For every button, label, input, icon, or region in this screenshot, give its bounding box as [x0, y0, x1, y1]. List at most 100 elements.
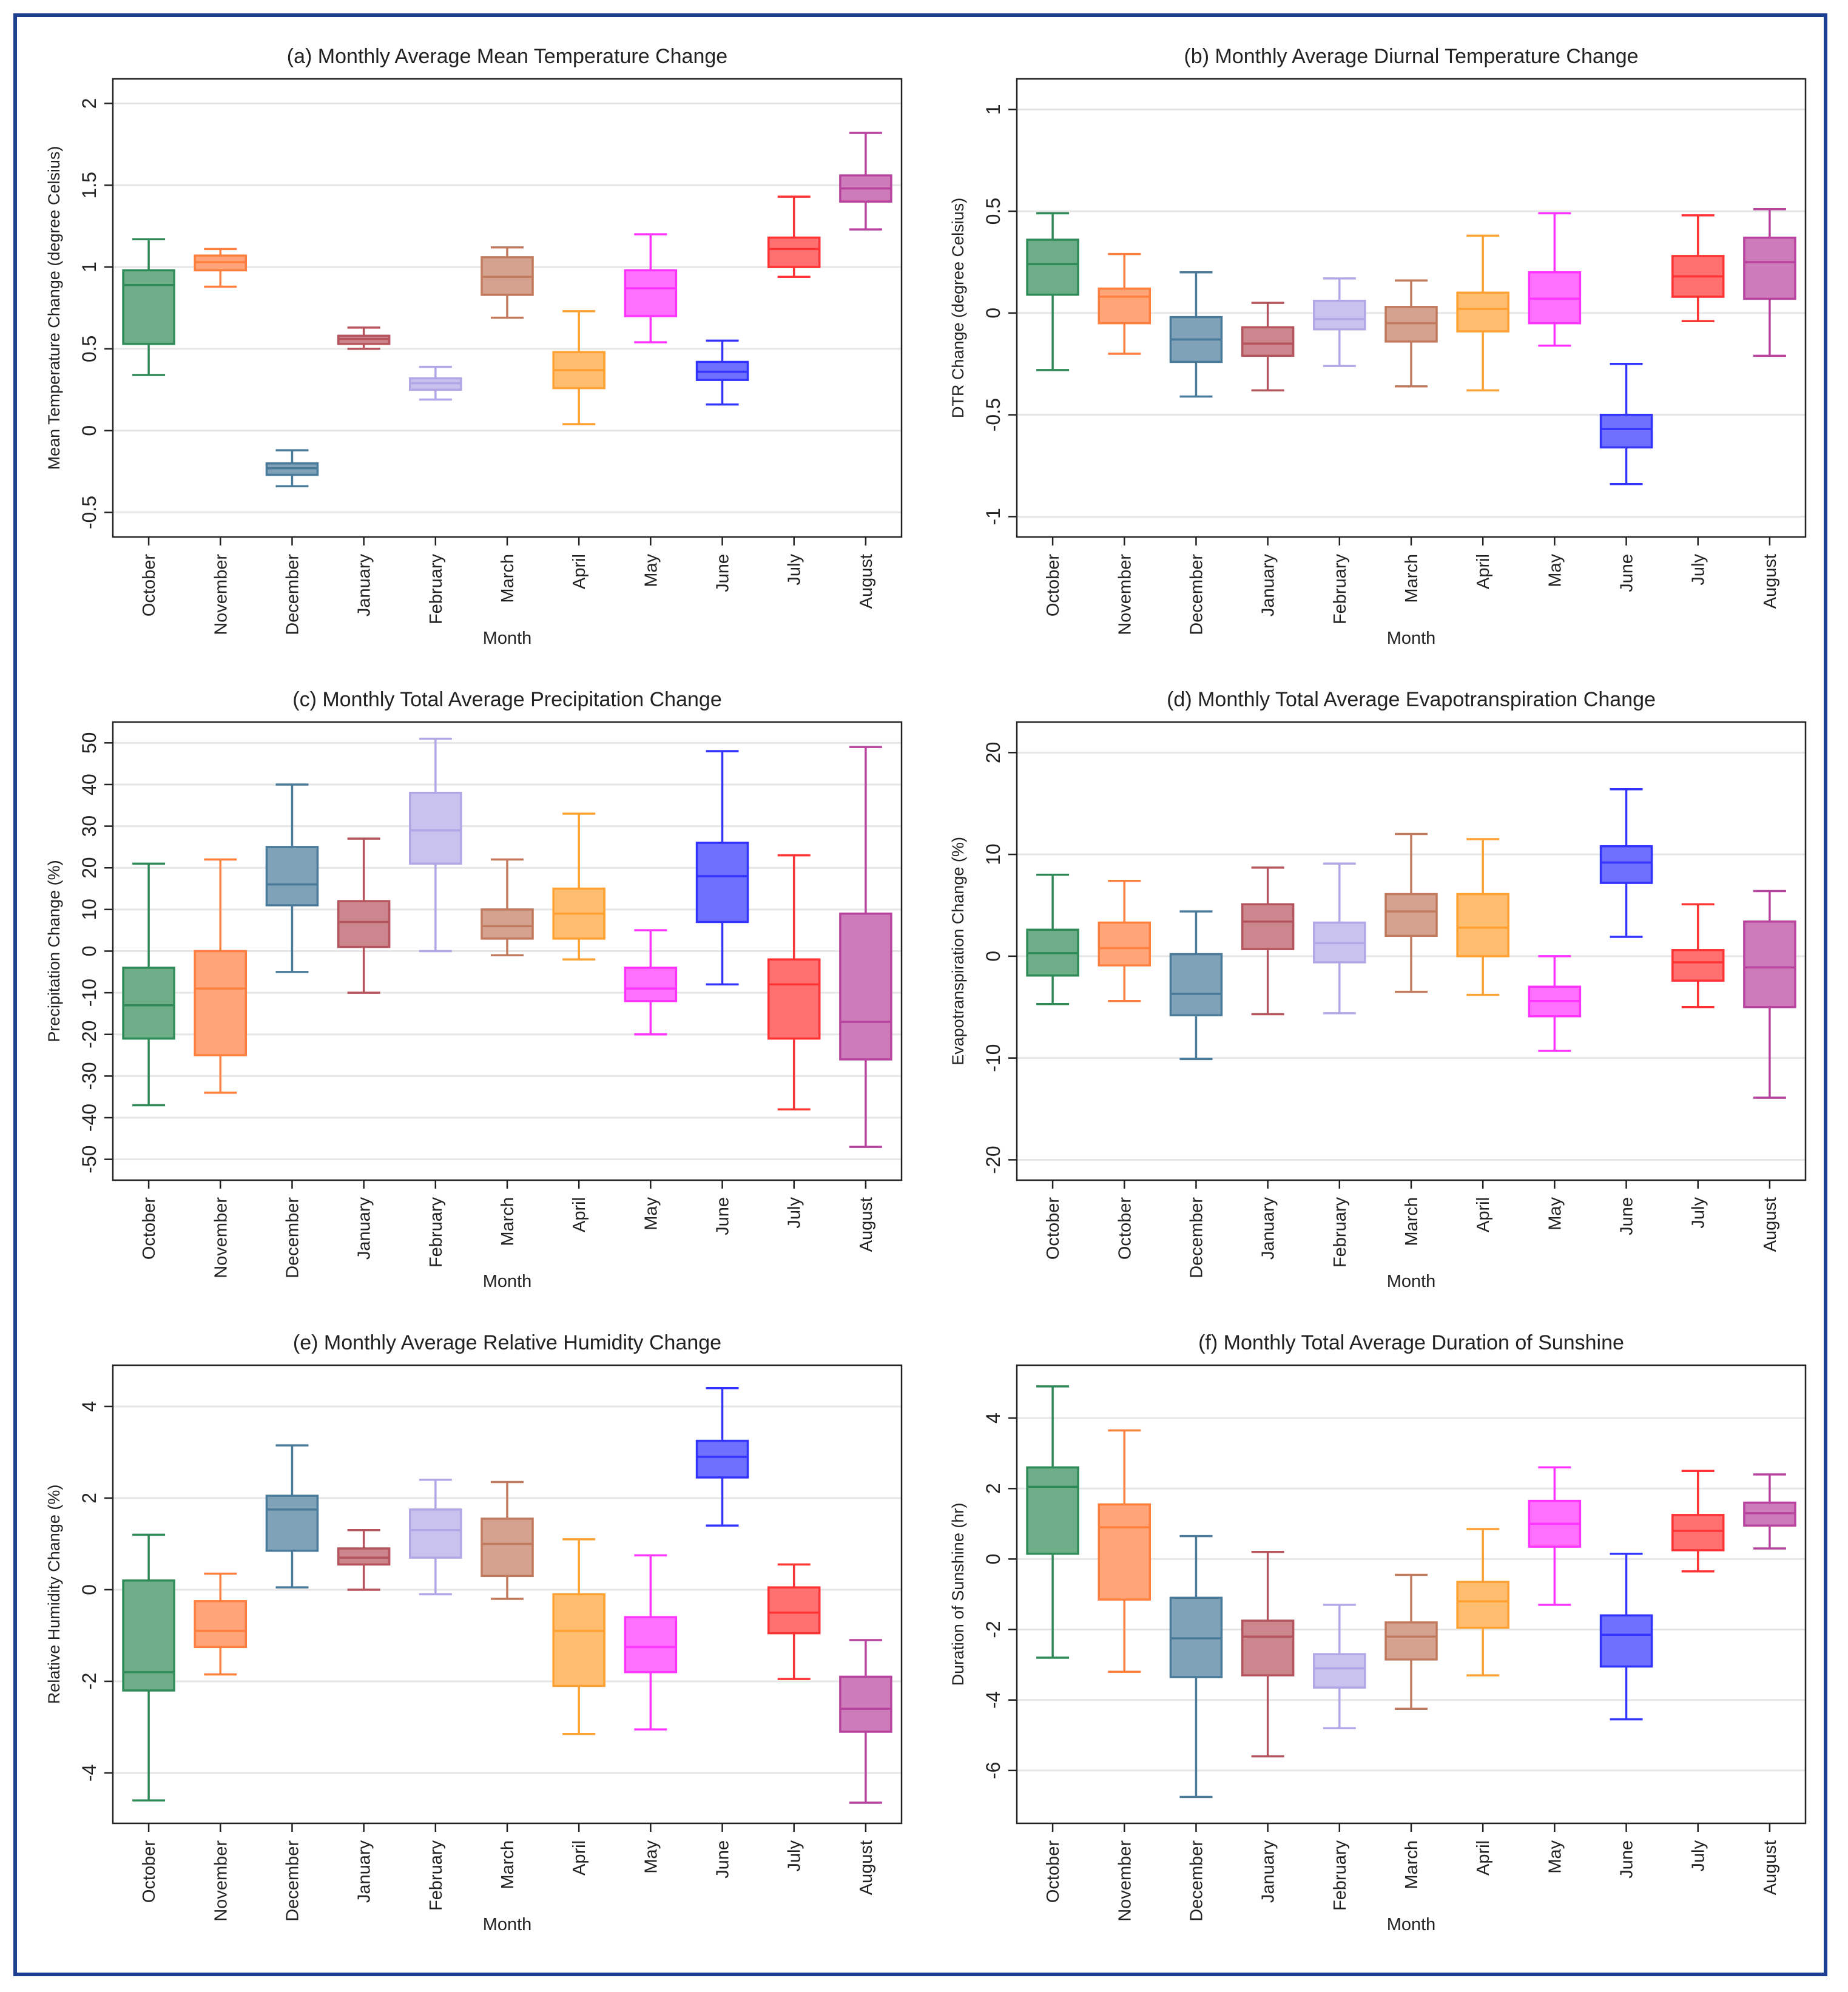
x-tick-label: April: [1474, 1840, 1493, 1876]
chart-title: (e) Monthly Average Relative Humidity Ch…: [293, 1331, 721, 1354]
x-tick-label: April: [570, 1197, 589, 1232]
x-tick-label: May: [1545, 1197, 1565, 1231]
box-5: [1384, 279, 1438, 388]
x-tick-label: July: [785, 1840, 804, 1872]
y-tick-label: 0: [982, 308, 1004, 319]
y-tick-label: 1: [78, 262, 100, 272]
box-7: [1528, 955, 1582, 1052]
box-0: [122, 1533, 175, 1801]
x-axis-label: Month: [483, 629, 532, 648]
box-iqr: [695, 1439, 749, 1479]
box-1: [1098, 879, 1152, 1002]
box-iqr: [1743, 236, 1796, 300]
box-iqr: [337, 1547, 391, 1566]
y-tick-label: -10: [982, 1044, 1004, 1072]
box-7: [1528, 212, 1582, 347]
box-8: [695, 339, 749, 406]
box-2: [1169, 1535, 1223, 1798]
box-2: [265, 783, 319, 973]
x-tick-label: March: [498, 1197, 518, 1246]
box-0: [122, 238, 175, 376]
y-tick-label: 2: [78, 1493, 100, 1504]
box-iqr: [767, 1586, 821, 1635]
y-tick-label: 10: [78, 899, 100, 920]
x-tick-label: October: [1115, 1197, 1135, 1260]
x-tick-label: April: [570, 554, 589, 589]
x-tick-label: November: [211, 1197, 231, 1278]
x-tick-label: February: [427, 1840, 446, 1911]
y-axis-label: Mean Temperature Change (degree Celsius): [45, 146, 63, 470]
x-tick-label: July: [785, 554, 804, 586]
y-tick-label: 1.5: [78, 172, 100, 198]
box-2: [265, 1444, 319, 1589]
box-iqr: [1384, 1621, 1438, 1661]
box-1: [194, 248, 248, 288]
box-10: [1743, 1473, 1796, 1550]
box-8: [1599, 363, 1653, 485]
box-4: [1313, 862, 1366, 1015]
box-1: [194, 1572, 248, 1676]
x-tick-label: May: [641, 1840, 661, 1874]
box-iqr: [194, 950, 248, 1056]
box-6: [552, 812, 605, 961]
y-tick-label: 30: [78, 815, 100, 837]
x-tick-label: May: [641, 554, 661, 587]
x-tick-label: January: [355, 1840, 374, 1903]
box-1: [194, 858, 248, 1094]
box-2: [1169, 910, 1223, 1061]
y-axis-label: Duration of Sunshine (hr): [949, 1503, 967, 1686]
x-tick-label: April: [1474, 554, 1493, 589]
x-tick-label: February: [1330, 554, 1350, 625]
box-4: [409, 737, 462, 953]
x-tick-label: April: [1474, 1197, 1493, 1232]
x-tick-label: June: [713, 1840, 733, 1879]
box-iqr: [1241, 1619, 1295, 1676]
box-10: [839, 1639, 892, 1804]
y-tick-label: 0.5: [78, 336, 100, 362]
x-tick-label: December: [1187, 1197, 1206, 1278]
y-tick-label: 2: [982, 1483, 1004, 1494]
box-iqr: [767, 958, 821, 1040]
x-tick-label: January: [355, 554, 374, 617]
x-axis-label: Month: [1387, 629, 1436, 648]
box-iqr: [122, 269, 175, 345]
y-tick-label: 2: [78, 98, 100, 109]
x-tick-label: October: [140, 1197, 159, 1260]
chart-panel-1: (b) Monthly Average Diurnal Temperature …: [949, 45, 1807, 648]
x-tick-label: March: [1402, 554, 1421, 603]
box-8: [1599, 1552, 1653, 1721]
chart-panel-3: (d) Monthly Total Average Evapotranspira…: [949, 688, 1807, 1291]
box-6: [1456, 838, 1509, 996]
y-tick-label: -20: [982, 1146, 1004, 1173]
x-tick-label: June: [713, 1197, 733, 1235]
x-tick-label: March: [1402, 1840, 1421, 1889]
box-iqr: [839, 1675, 892, 1733]
box-6: [1456, 1528, 1509, 1676]
y-tick-label: -0.5: [78, 496, 100, 529]
box-6: [552, 1538, 605, 1735]
box-iqr: [1743, 920, 1796, 1008]
x-tick-label: August: [1761, 1197, 1780, 1252]
box-iqr: [552, 1593, 605, 1687]
x-tick-label: December: [1187, 554, 1206, 635]
x-tick-label: July: [1689, 1840, 1708, 1872]
box-0: [1026, 1385, 1079, 1659]
x-tick-label: June: [1617, 1840, 1637, 1879]
box-iqr: [1026, 1466, 1079, 1555]
box-3: [337, 1529, 391, 1591]
x-tick-label: August: [1761, 554, 1780, 609]
x-tick-label: February: [1330, 1840, 1350, 1911]
box-iqr: [1098, 287, 1152, 325]
chart-title: (a) Monthly Average Mean Temperature Cha…: [287, 45, 727, 68]
box-8: [695, 1387, 749, 1527]
x-tick-label: August: [857, 1197, 876, 1252]
box-7: [624, 929, 678, 1036]
box-iqr: [1599, 1614, 1653, 1668]
x-tick-label: January: [1259, 554, 1278, 617]
box-iqr: [337, 900, 391, 948]
x-tick-label: October: [140, 1840, 159, 1903]
x-tick-label: July: [785, 1197, 804, 1229]
x-tick-label: April: [570, 1840, 589, 1876]
x-tick-label: July: [1689, 1197, 1708, 1229]
y-tick-label: 4: [982, 1413, 1004, 1423]
